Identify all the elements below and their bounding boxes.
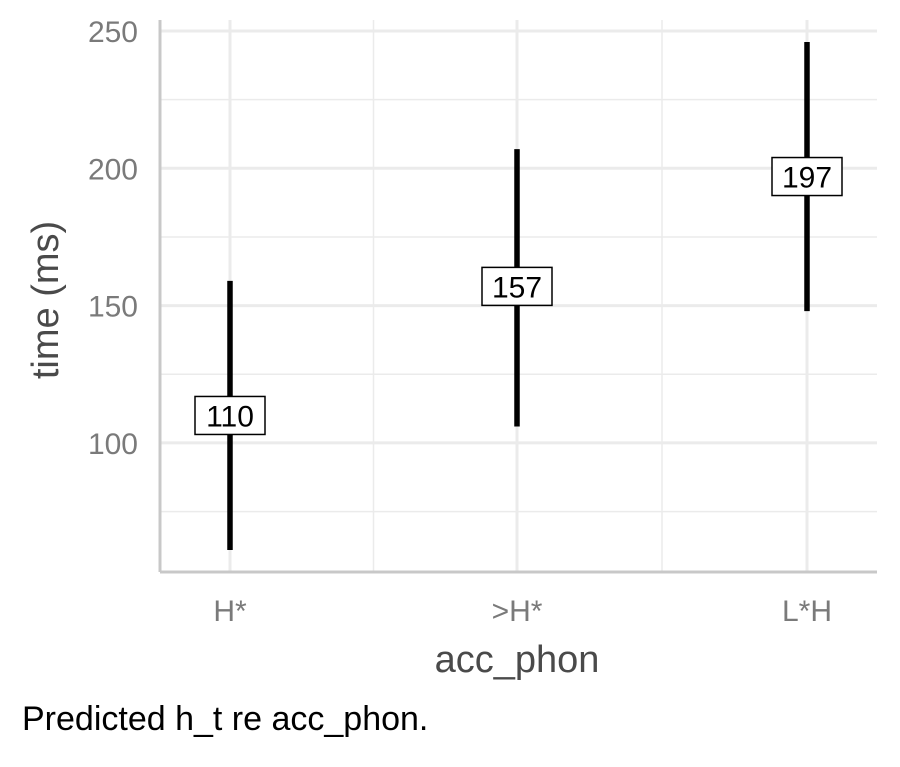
- y-tick-labels: 100 150 200 250: [88, 16, 138, 461]
- value-label: 110: [206, 400, 254, 433]
- y-tick-label: 150: [88, 291, 138, 324]
- value-labels: 110 157 197: [194, 156, 843, 436]
- value-label: 157: [492, 271, 542, 304]
- value-label-box: [194, 395, 266, 436]
- value-label: 197: [782, 162, 832, 195]
- y-tick-label: 100: [88, 428, 138, 461]
- figure-caption: Predicted h_t re acc_phon.: [22, 700, 429, 738]
- value-label-box: [771, 156, 843, 197]
- x-tick-label: H*: [213, 595, 247, 628]
- y-axis-title: time (ms): [25, 221, 67, 379]
- value-label-box: [481, 266, 553, 307]
- x-tick-labels: H* >H* L*H: [213, 595, 832, 628]
- x-tick-label: >H*: [492, 595, 543, 628]
- x-tick-label: L*H: [782, 595, 832, 628]
- axes: [158, 20, 877, 574]
- y-tick-label: 250: [88, 16, 138, 49]
- x-axis-title: acc_phon: [435, 639, 600, 681]
- y-tick-label: 200: [88, 153, 138, 186]
